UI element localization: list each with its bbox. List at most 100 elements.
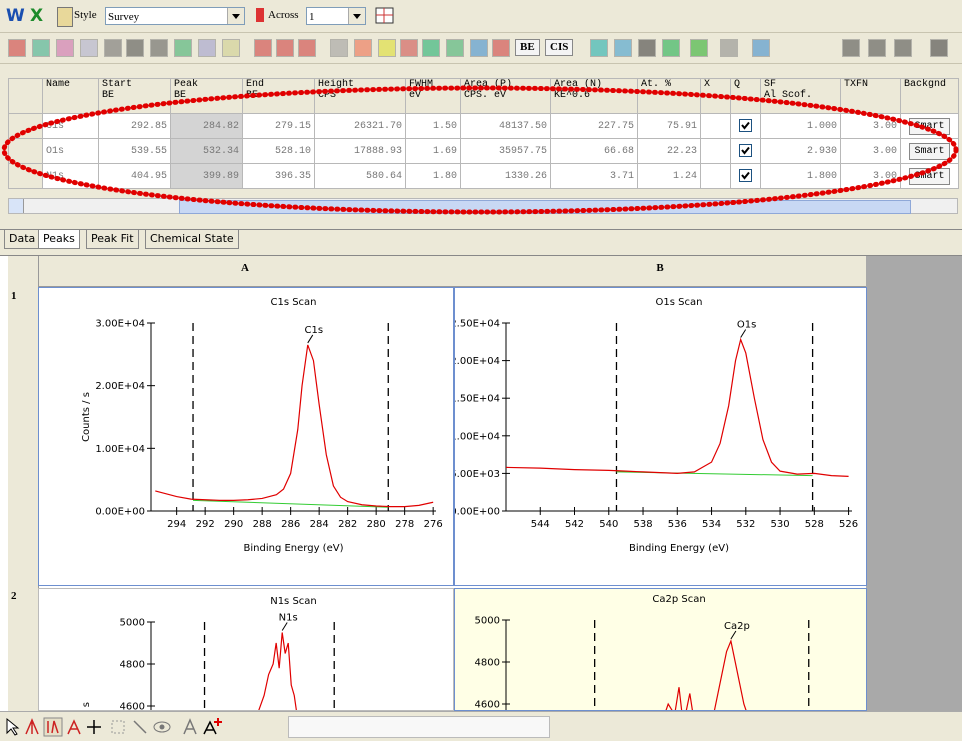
column-label: B (656, 262, 664, 274)
table-cell: 284.82 (170, 113, 243, 139)
y-tick-label: 1.00E+04 (95, 444, 145, 455)
header-line: CPS (318, 90, 337, 101)
tool-icon[interactable] (298, 39, 316, 57)
tool-icon[interactable] (930, 39, 948, 57)
excel-button[interactable]: X (30, 6, 44, 26)
tool-icon[interactable] (80, 39, 98, 57)
tool-icon[interactable] (276, 39, 294, 57)
y-tick-label: 4800 (120, 660, 145, 671)
tool-icon[interactable] (868, 39, 886, 57)
header-line: CPS. eV (464, 90, 507, 101)
peak-leader (740, 329, 747, 338)
across-label: Across (268, 9, 299, 21)
tool-icon[interactable] (400, 39, 418, 57)
tool-icon[interactable] (378, 39, 396, 57)
x-tick-label: 288 (253, 519, 272, 530)
y-axis-label: Counts / s (81, 392, 92, 442)
tab[interactable]: Peak Fit (86, 230, 139, 249)
x-tick-label: 530 (771, 519, 790, 530)
tool-icon[interactable] (422, 39, 440, 57)
tool-icon[interactable] (590, 39, 608, 57)
tool-icon[interactable] (614, 39, 632, 57)
tab[interactable]: Data (4, 230, 41, 249)
tool-icon[interactable] (56, 39, 74, 57)
pointer-tool[interactable] (6, 717, 20, 736)
x-tick-label: 280 (367, 519, 386, 530)
tool-icon[interactable] (662, 39, 680, 57)
background-button[interactable]: Smart (909, 142, 950, 160)
scroll-left[interactable] (9, 199, 24, 213)
tool-icon[interactable] (104, 39, 122, 57)
checkbox[interactable] (739, 119, 752, 133)
checkbox[interactable] (739, 169, 752, 183)
drawing-tools (6, 717, 222, 737)
plot-panel[interactable]: C1s Scan 0.00E+00 1.00E+04 2.00E+04 3.00E+04… (38, 287, 454, 586)
style-icon (57, 7, 73, 27)
add-text-tool[interactable] (203, 720, 217, 735)
header-line: Area (N) (554, 79, 603, 91)
tab[interactable]: Peaks (38, 230, 80, 249)
text-tool[interactable] (183, 718, 197, 735)
x-tick-label: 538 (633, 519, 652, 530)
across-combo[interactable]: 1 (306, 7, 366, 25)
y-tick-label: 4600 (475, 700, 500, 711)
background-button[interactable]: Smart (909, 167, 950, 185)
be-button[interactable]: BE (515, 39, 540, 56)
tool-icon[interactable] (752, 39, 770, 57)
tool-icon[interactable] (254, 39, 272, 57)
tool-icon[interactable] (32, 39, 50, 57)
dropdown-arrow[interactable] (348, 8, 365, 24)
y-tick-label: 5000 (120, 618, 145, 629)
select-tool[interactable] (111, 720, 125, 734)
background-button[interactable]: Smart (909, 117, 950, 135)
tool-icon[interactable] (470, 39, 488, 57)
table-cell: C1s (42, 113, 99, 139)
tool-icon[interactable] (222, 39, 240, 57)
peak-label: C1s (304, 325, 323, 336)
x-tick-label: 532 (736, 519, 755, 530)
tool-icon[interactable] (842, 39, 860, 57)
header-line: BE (174, 90, 187, 101)
dropdown-arrow[interactable] (227, 8, 244, 24)
tool-icon[interactable] (330, 39, 348, 57)
table-row[interactable]: C1s 292.85 284.82 279.15 26321.70 1.50 48137.5… (8, 113, 959, 139)
tool-icon[interactable] (8, 39, 26, 57)
peak-tool[interactable] (25, 718, 39, 735)
tool-icon[interactable] (446, 39, 464, 57)
tool-icon[interactable] (126, 39, 144, 57)
cross-tool[interactable] (87, 720, 101, 734)
view-tool[interactable] (153, 721, 171, 733)
line-tool[interactable] (133, 720, 147, 734)
column-header: Name (42, 78, 99, 114)
cis-button[interactable]: CIS (545, 39, 574, 56)
plot-panel[interactable]: N1s Scan 4600 4800 5000 Counts / s N1s (38, 588, 454, 711)
style-combo[interactable]: Survey (105, 7, 245, 25)
checkbox-tick (741, 147, 750, 155)
tool-icon[interactable] (638, 39, 656, 57)
table-cell: 396.35 (242, 163, 315, 189)
plot-panel[interactable]: O1s Scan 0.00E+00 5.00E+03 1.00E+04 1.50E+04… (454, 287, 867, 586)
word-button[interactable]: W (6, 6, 25, 26)
tool-icon[interactable] (720, 39, 738, 57)
header-line: Height (318, 79, 355, 91)
tool-icon[interactable] (492, 39, 510, 57)
tool-icon[interactable] (150, 39, 168, 57)
x-tick-label: 276 (424, 519, 443, 530)
x-tick-label: 278 (395, 519, 414, 530)
checkbox[interactable] (739, 144, 752, 158)
component-tool[interactable] (67, 719, 81, 735)
across-icon (256, 8, 264, 22)
tab[interactable]: Chemical State (145, 230, 239, 249)
table-cell: 35957.75 (460, 138, 551, 164)
across-value: 1 (309, 11, 315, 23)
tool-icon[interactable] (174, 39, 192, 57)
spectrum-line (505, 337, 849, 478)
column-header-bar (8, 256, 866, 287)
layout-icon[interactable] (375, 7, 395, 25)
tool-icon[interactable] (354, 39, 372, 57)
toolbar-tools: BE CIS (0, 33, 962, 64)
tool-icon[interactable] (198, 39, 216, 57)
tool-icon[interactable] (690, 39, 708, 57)
tool-icon[interactable] (894, 39, 912, 57)
